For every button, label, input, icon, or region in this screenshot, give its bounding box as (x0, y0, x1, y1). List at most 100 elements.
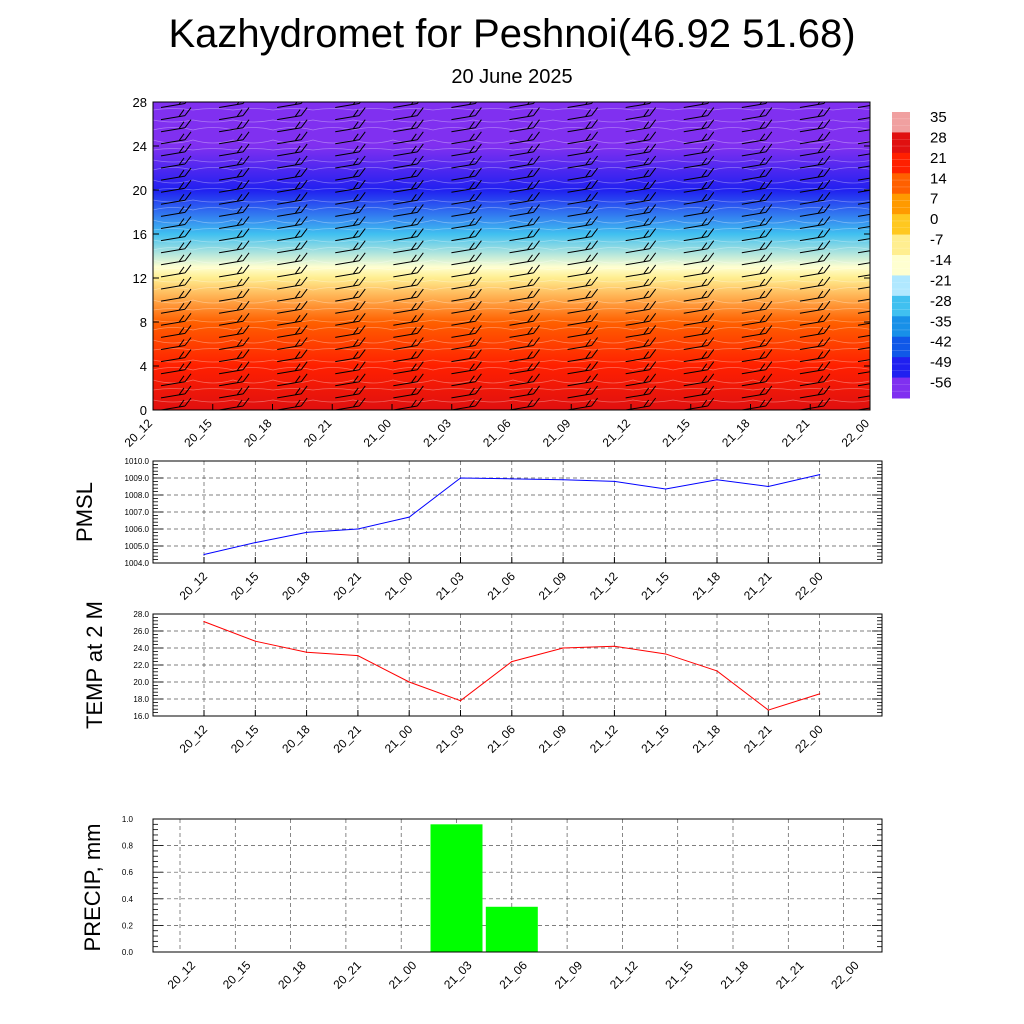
wind-barb (625, 216, 657, 229)
x-tick-label: 21_00 (361, 416, 395, 450)
wind-barb (219, 313, 250, 326)
y-tick-label: 0.0 (122, 948, 134, 957)
wind-barb (683, 131, 715, 145)
wind-barb (683, 397, 715, 410)
wind-barb (160, 167, 192, 181)
wind-barb (683, 143, 715, 157)
wind-barb (451, 300, 482, 314)
data-point (819, 693, 821, 695)
wind-barb (741, 228, 773, 242)
data-point (511, 661, 513, 663)
temperature-colorbar: 35 28 21 14 7 0 -7 -14 -21 -28 -35 -42 -49 -56 (892, 109, 952, 399)
wind-barb (625, 179, 657, 193)
wind-barb (625, 300, 657, 314)
x-tick-label: 21_09 (540, 416, 574, 450)
wind-barb (741, 131, 773, 145)
wind-barb (277, 276, 308, 290)
wind-barb (741, 373, 773, 387)
wind-barb (799, 385, 831, 399)
wind-barb (509, 119, 540, 133)
wind-barb (683, 313, 715, 326)
data-point (562, 647, 564, 649)
wind-barb (160, 179, 192, 193)
x-tick-label: 21_09 (536, 722, 570, 756)
wind-barb (219, 337, 250, 350)
x-tick-label: 21_15 (638, 569, 672, 603)
wind-barb (857, 189, 870, 193)
wind-barb (567, 313, 598, 326)
wind-barb (160, 155, 192, 169)
wind-barb (741, 276, 773, 290)
x-tick-label: 21_06 (484, 569, 518, 603)
y-tick-label: 0.4 (122, 895, 134, 904)
y-axis-title: PRECIP, mm (80, 824, 105, 952)
wind-barb (160, 228, 192, 242)
wind-barb (625, 192, 657, 205)
wind-barb (683, 300, 715, 314)
wind-barb (160, 373, 192, 387)
wind-barb (625, 264, 657, 278)
wind-barb (219, 373, 250, 387)
colorbar-swatch (892, 234, 910, 256)
wind-barb (451, 361, 482, 375)
colorbar-label: -42 (930, 334, 952, 351)
wind-barb (160, 385, 192, 399)
wind-barb (219, 264, 250, 278)
precip-bar (485, 906, 538, 952)
y-tick-label: 28.0 (133, 610, 149, 619)
wind-barb (451, 179, 482, 193)
wind-barb (741, 107, 773, 121)
data-point (613, 645, 616, 647)
data-point (254, 640, 256, 642)
x-tick-label: 21_00 (382, 569, 416, 603)
y-tick-label: 1004.0 (125, 559, 150, 568)
y-tick-label: 8 (140, 315, 147, 330)
wind-barb (857, 395, 870, 399)
wind-barb (857, 141, 870, 145)
data-point (357, 528, 359, 530)
wind-barb (799, 313, 831, 326)
wind-barb (741, 313, 773, 326)
wind-barb (625, 385, 657, 399)
wind-barb (335, 264, 366, 278)
wind-barb (160, 143, 192, 157)
wind-barb (335, 204, 366, 217)
wind-barb (625, 337, 657, 350)
wind-barb (625, 131, 657, 145)
wind-barb (799, 288, 831, 302)
data-point (203, 553, 205, 556)
wind-barb (683, 373, 715, 387)
wind-barb (335, 240, 366, 254)
wind-barb (799, 179, 831, 193)
x-tick-label: 21_03 (433, 722, 467, 756)
wind-barb (741, 204, 773, 217)
x-tick-label: 21_21 (779, 416, 813, 450)
wind-barb (393, 264, 424, 278)
x-tick-label: 21_15 (662, 958, 696, 992)
y-tick-label: 1.0 (122, 815, 134, 824)
wind-barb (335, 325, 366, 338)
colorbar-swatch (892, 275, 910, 297)
wind-barb (451, 337, 482, 350)
x-tick-label: 20_21 (331, 722, 365, 756)
wind-barb (335, 300, 366, 314)
wind-barb (219, 155, 250, 169)
wind-barb (567, 288, 598, 302)
wind-barb (393, 325, 424, 338)
wind-barb (567, 204, 598, 217)
wind-barb (393, 276, 424, 290)
wind-barb (219, 288, 250, 302)
wind-barb (160, 252, 192, 266)
wind-barb (857, 262, 870, 266)
wind-barb (160, 107, 192, 121)
wind-barb (509, 361, 540, 375)
wind-barb (451, 204, 482, 217)
data-point (767, 709, 769, 711)
x-tick-label: 20_18 (279, 569, 313, 603)
precip-bar (430, 824, 483, 952)
colorbar-swatch (892, 295, 910, 317)
x-tick-label: 20_18 (279, 722, 313, 756)
wind-barb (741, 216, 773, 229)
wind-barb (683, 288, 715, 302)
wind-barb (857, 153, 870, 157)
